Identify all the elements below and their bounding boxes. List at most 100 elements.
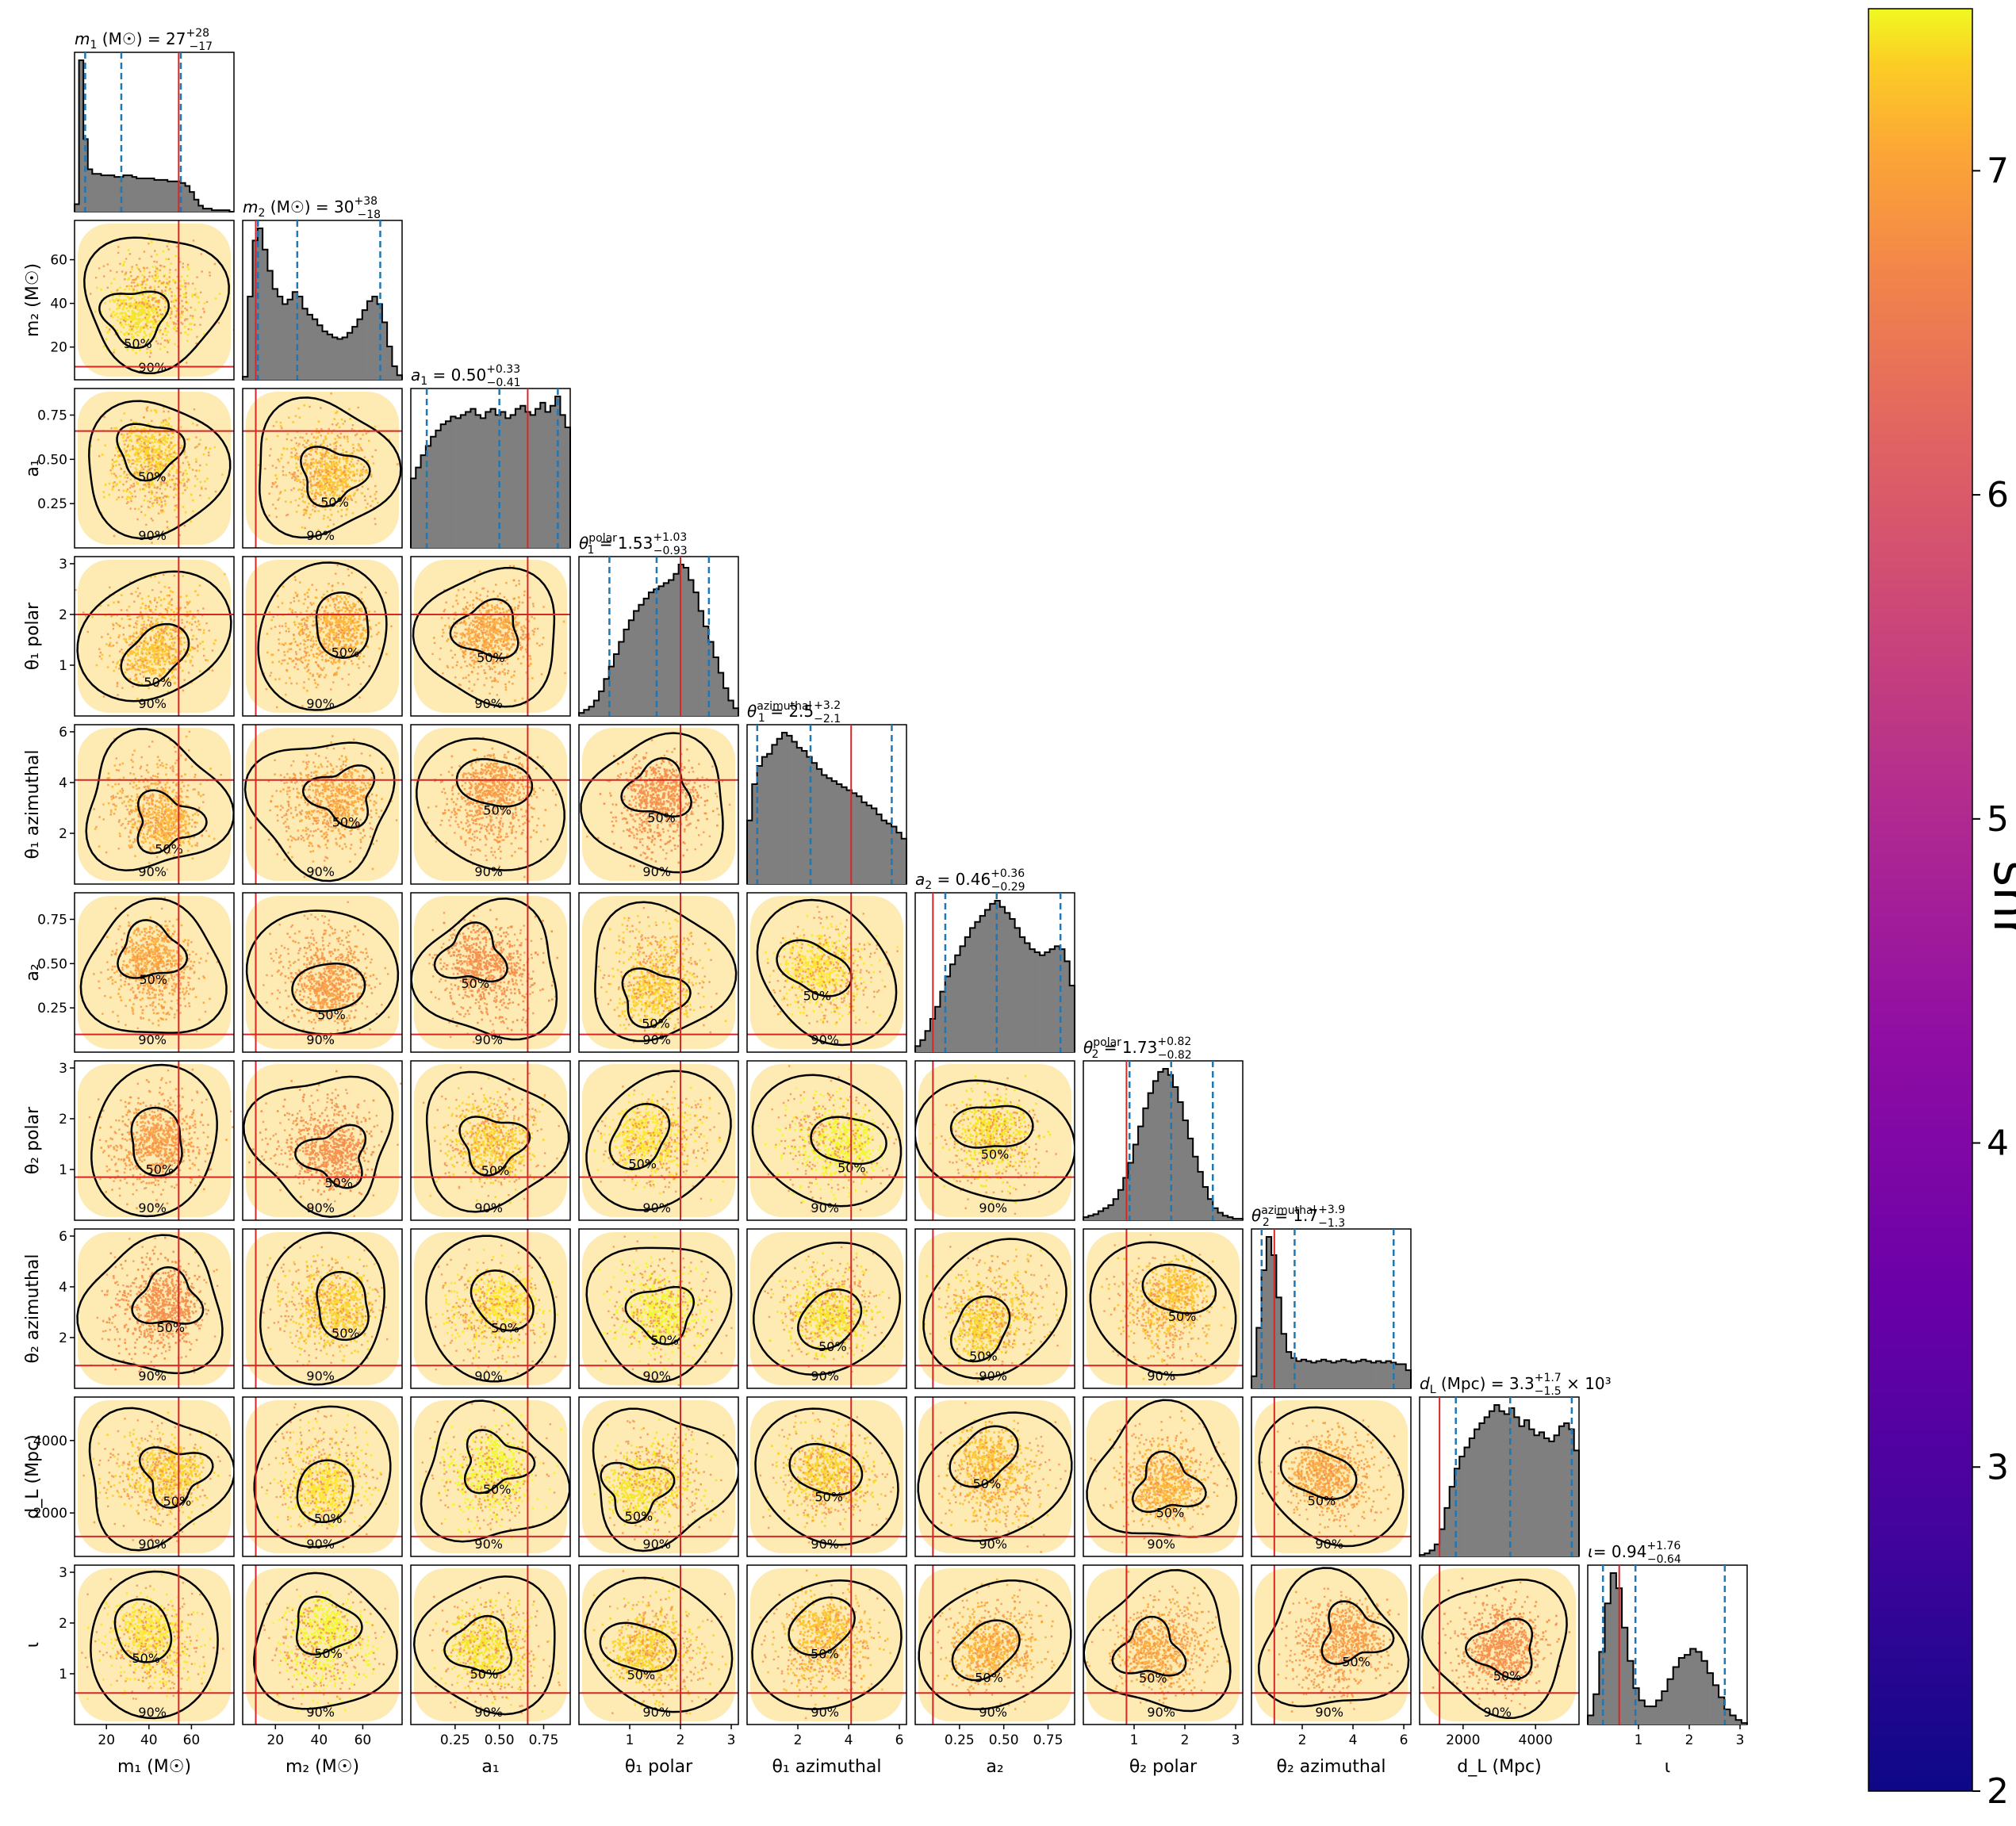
hist-bar xyxy=(79,60,84,212)
hist-bar xyxy=(960,946,966,1052)
scatter-panel-theta1a-dl: 90% 50% xyxy=(746,1396,907,1557)
hist-bar xyxy=(377,304,383,380)
hist-bar xyxy=(1514,1417,1520,1556)
hist-bar xyxy=(811,763,818,884)
panel-frame xyxy=(74,220,235,381)
hist-bar xyxy=(1690,1648,1696,1725)
hist-bar xyxy=(1638,1700,1646,1725)
contour-label-90: 90% xyxy=(138,1369,167,1384)
hist-bar xyxy=(1187,1138,1194,1220)
hist-panel-theta2a: θazimuthal 2 = 1.7+3.9 −1.3 xyxy=(1251,1204,1412,1389)
panel-frame xyxy=(242,1060,403,1221)
hist-bar xyxy=(648,592,654,716)
hist-bar xyxy=(1673,1667,1680,1725)
x-tick-label: 0.25 xyxy=(945,1732,975,1748)
contour-50 xyxy=(621,967,692,1029)
hist-bar xyxy=(1202,1186,1209,1220)
hist-bar xyxy=(114,177,120,212)
hist-bar xyxy=(1355,1361,1362,1388)
hist-bar xyxy=(1604,1603,1612,1725)
hist-bar xyxy=(837,783,842,884)
hist-bar xyxy=(1228,1217,1233,1220)
contour-label-50: 50% xyxy=(332,815,361,830)
hist-outline xyxy=(242,228,403,380)
hist-bar xyxy=(1656,1700,1662,1725)
hist-bar xyxy=(781,733,788,884)
contour-label-90: 90% xyxy=(474,1200,503,1215)
scatter-panel-theta1p-a2: 90%50% xyxy=(578,892,739,1053)
hist-panel-theta1p: θpolar 1 = 1.53+1.03 −0.93 xyxy=(578,531,739,717)
contour-50 xyxy=(120,622,190,687)
contour-label-90: 90% xyxy=(306,1200,335,1215)
y-axis-label-a1: a₁ xyxy=(23,459,43,477)
hist-bar xyxy=(1266,1237,1272,1388)
colorbar-tick-label: 7 xyxy=(1987,151,2009,191)
hist-bar xyxy=(140,178,146,212)
hist-bar xyxy=(1454,1468,1460,1556)
hist-bar xyxy=(872,808,877,884)
hist-bar xyxy=(1504,1414,1510,1556)
scatter-points-outer xyxy=(260,1239,389,1381)
hist-bar xyxy=(1376,1361,1382,1388)
hist-bar xyxy=(1103,1208,1109,1220)
contour-50 xyxy=(1131,1450,1207,1513)
hist-bar xyxy=(490,408,496,548)
contour-50 xyxy=(291,963,366,1013)
y-tick-label: 2 xyxy=(59,1112,67,1127)
hist-bar xyxy=(703,626,709,716)
y-tick-label: 0.25 xyxy=(37,496,67,512)
scatter-points xyxy=(91,1078,228,1210)
contour-label-90: 90% xyxy=(642,1032,671,1047)
contour-90 xyxy=(257,561,388,711)
panel-frame xyxy=(74,1564,235,1725)
hist-bar xyxy=(194,199,199,212)
hist-outline xyxy=(1587,1572,1748,1725)
panel-bg xyxy=(243,1565,402,1725)
contour-90 xyxy=(594,901,738,1043)
contour-label-90: 90% xyxy=(642,1200,671,1215)
hist-bar xyxy=(520,405,526,548)
contour-label-90: 90% xyxy=(138,528,167,543)
hist-bar xyxy=(1320,1359,1327,1388)
hist-bar xyxy=(1509,1407,1515,1556)
contour-90 xyxy=(259,396,402,539)
hist-bar xyxy=(999,906,1006,1052)
hist-bar xyxy=(510,415,516,548)
hist-bar xyxy=(1336,1361,1342,1388)
contour-label-50: 50% xyxy=(803,988,832,1003)
contour-label-50: 50% xyxy=(462,976,490,991)
contour-50 xyxy=(98,290,171,350)
scatter-points-outer xyxy=(590,1570,730,1714)
panel-bg xyxy=(243,1229,402,1388)
scatter-points xyxy=(261,1254,383,1366)
hist-bar xyxy=(975,921,981,1052)
y-axis-label-iota: ι xyxy=(23,1642,43,1648)
hist-bar xyxy=(1301,1359,1307,1388)
contour-90 xyxy=(243,741,396,882)
contour-50 xyxy=(300,446,371,508)
x-axis-label-theta2a: θ₂ azimuthal xyxy=(1277,1757,1386,1777)
hist-bar xyxy=(1573,1450,1580,1556)
contour-label-50: 50% xyxy=(138,469,167,484)
hist-bar xyxy=(990,903,995,1052)
hist-bar xyxy=(1034,951,1041,1052)
scatter-panel-m2-theta2a: 90% 50% xyxy=(242,1228,403,1389)
contour-label-50: 50% xyxy=(146,1162,174,1177)
scatter-panel-m1-a1: 90% 50% xyxy=(74,388,235,549)
hist-bar xyxy=(337,339,343,380)
contour-50 xyxy=(131,1265,205,1325)
colorbar-label: snr xyxy=(1982,860,2016,940)
hist-bar xyxy=(940,991,946,1052)
scatter-points-outer xyxy=(923,1242,1061,1383)
scatter-points-outer xyxy=(81,1578,224,1725)
hist-bar xyxy=(658,586,665,716)
hist-bar xyxy=(891,826,897,884)
hist-bar xyxy=(352,327,358,380)
hist-title-theta2p: θpolar 2 = 1.73+0.82 −0.82 xyxy=(1083,1035,1192,1062)
hist-bar xyxy=(362,310,368,380)
hist-bar xyxy=(693,592,699,716)
hist-bar xyxy=(480,418,486,548)
hist-bar xyxy=(747,820,753,884)
hist-bar xyxy=(455,418,462,548)
contour-label-90: 90% xyxy=(138,1200,167,1215)
